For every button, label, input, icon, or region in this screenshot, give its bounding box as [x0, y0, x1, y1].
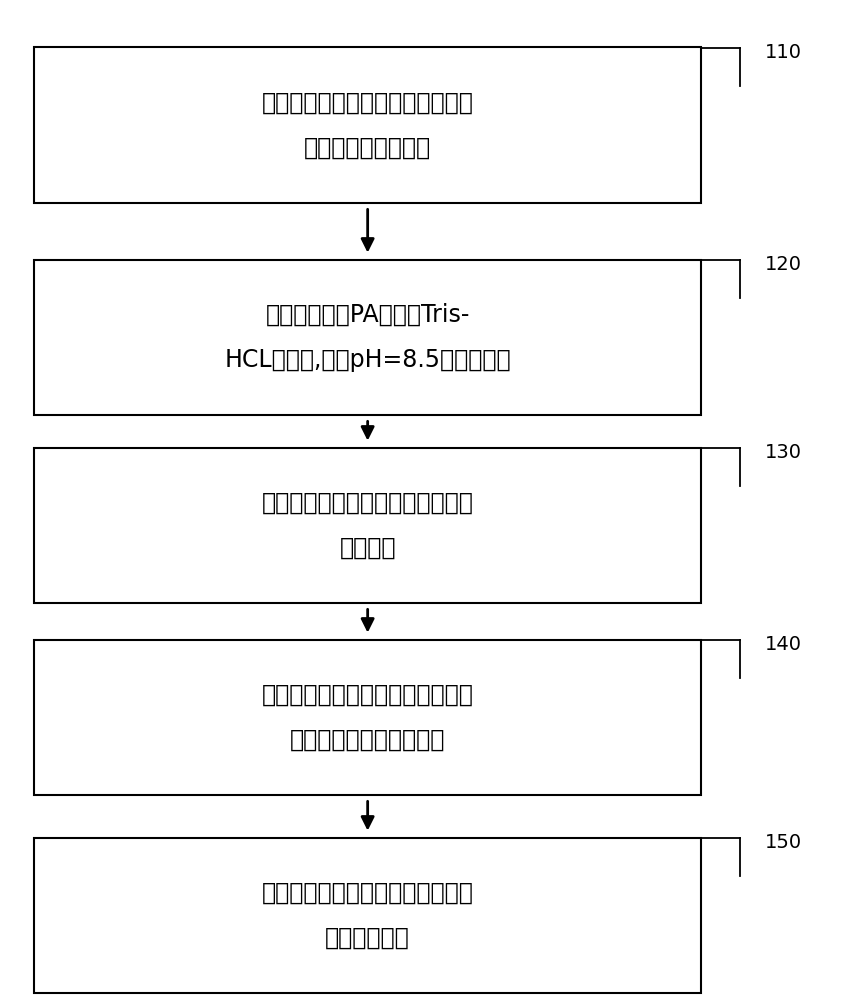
- Text: 将集流体干燥后涂敷电极材料，即: 将集流体干燥后涂敷电极材料，即: [262, 880, 474, 904]
- Text: 将适量植酸（PA）溶于Tris-: 将适量植酸（PA）溶于Tris-: [265, 302, 470, 326]
- Text: 将第一溶液加入第二溶液中，发生: 将第一溶液加入第二溶液中，发生: [262, 490, 474, 514]
- Bar: [34, 640, 701, 794]
- Text: 120: 120: [765, 255, 802, 274]
- Text: 140: 140: [765, 635, 802, 654]
- Bar: [34, 838, 701, 992]
- Text: 合溶液形成第一溶液: 合溶液形成第一溶液: [304, 136, 431, 160]
- Text: 130: 130: [765, 443, 802, 462]
- Text: 110: 110: [765, 43, 802, 62]
- Text: 将发生螯合反应后的溶液喷洒在集: 将发生螯合反应后的溶液喷洒在集: [262, 682, 474, 706]
- Text: 150: 150: [765, 833, 802, 852]
- Text: 将乙烯基硅烷溶于乙醇和丙酮的混: 将乙烯基硅烷溶于乙醇和丙酮的混: [262, 91, 474, 114]
- Bar: [34, 259, 701, 414]
- Text: HCL缓冲液,得到pH=8.5的第二溶液: HCL缓冲液,得到pH=8.5的第二溶液: [224, 348, 511, 371]
- Bar: [34, 448, 701, 602]
- Bar: [34, 47, 701, 202]
- Text: 流体上形成螯合转化涂层: 流体上形成螯合转化涂层: [290, 728, 445, 752]
- Text: 得低温电极片: 得低温电极片: [325, 926, 410, 950]
- Text: 螯合反应: 螯合反应: [339, 536, 396, 560]
